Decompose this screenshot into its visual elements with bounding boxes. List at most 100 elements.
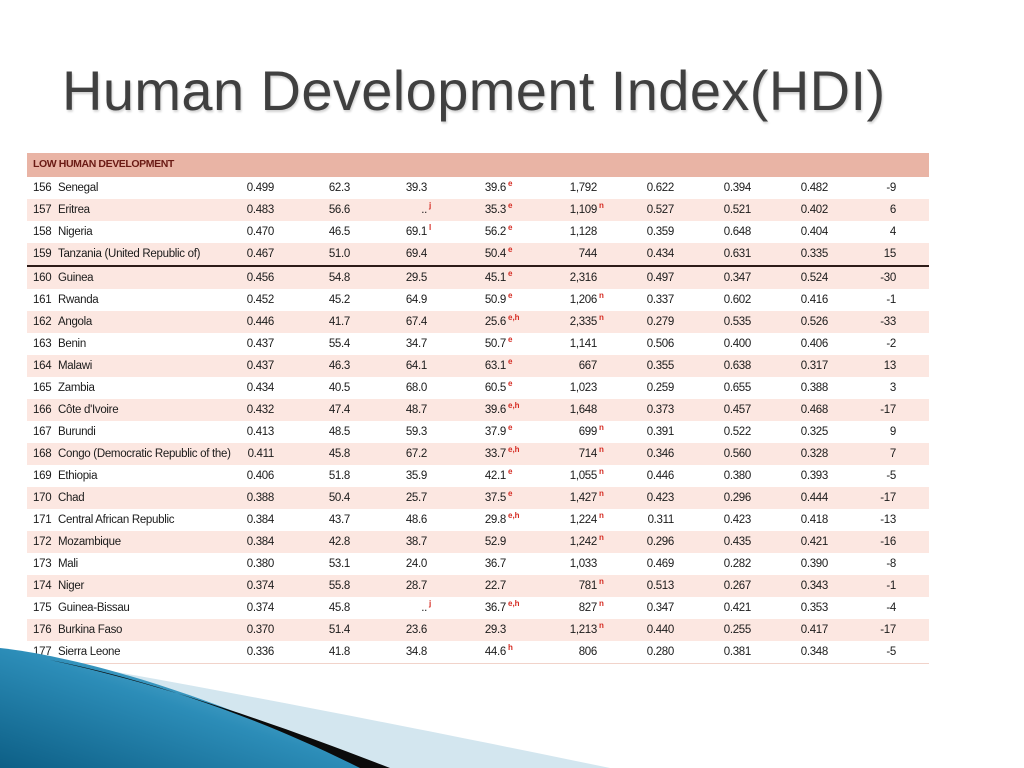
hdi-value-cell: 0.374 (247, 575, 275, 597)
gdp-per-capita-cell: 2,316 (570, 267, 598, 289)
life-expectancy-index-cell: 0.373 (647, 399, 675, 421)
life-expectancy-cell: 41.7 (329, 311, 350, 333)
cell-value: 56.2 (484, 226, 506, 238)
cell-value: 45.8 (328, 448, 350, 460)
gross-enrolment-cell: 56.2 e (484, 221, 513, 243)
country-cell: Sierra Leone (58, 646, 121, 658)
cell-value: -5 (886, 470, 896, 482)
country-cell: Congo (Democratic Republic of the) (58, 448, 231, 460)
cell-value: 0.325 (800, 426, 829, 438)
footnote-marker: n (599, 577, 604, 586)
cell-value: 714 (578, 448, 598, 460)
gdp-per-capita-cell: 1,213 n (570, 619, 604, 641)
adult-literacy-cell: 67.2 (406, 443, 427, 465)
cell-value: 50.7 (484, 338, 506, 350)
gdp-index-cell: 0.417 (801, 619, 829, 641)
table-row: 170 Chad 0.388 50.4 25.7 37.5 e 1,427 n 0.423 0.29… (27, 487, 929, 509)
rank-difference-cell: -9 (886, 177, 896, 199)
cell-value: 0.524 (800, 272, 829, 284)
cell-value: -1 (886, 580, 896, 592)
adult-literacy-cell: .. j (421, 597, 431, 619)
cell-value: 46.5 (328, 226, 350, 238)
cell-value: 0.388 (800, 382, 829, 394)
gdp-index-cell: 0.444 (801, 487, 829, 509)
table-row: 167 Burundi 0.413 48.5 59.3 37.9 e 699 n 0.391 0.5… (27, 421, 929, 443)
cell-value: 0.400 (723, 338, 752, 350)
cell-value: 53.1 (328, 558, 350, 570)
cell-value: 1,055 (569, 470, 598, 482)
adult-literacy-cell: 23.6 (406, 619, 427, 641)
gdp-per-capita-cell: 1,792 (570, 177, 598, 199)
life-expectancy-cell: 54.8 (329, 267, 350, 289)
gdp-index-cell: 0.406 (801, 333, 829, 355)
cell-value: 0.343 (800, 580, 829, 592)
cell-value: 0.384 (246, 536, 275, 548)
cell-value: 42.1 (484, 470, 506, 482)
cell-value: 0.506 (646, 338, 675, 350)
gross-enrolment-cell: 39.6 e,h (484, 399, 520, 421)
cell-value: 48.5 (328, 426, 350, 438)
gdp-per-capita-cell: 667 (579, 355, 598, 377)
cell-value: 0.282 (723, 558, 752, 570)
gdp-per-capita-cell: 714 n (578, 443, 604, 465)
life-expectancy-index-cell: 0.311 (648, 509, 675, 531)
gross-enrolment-cell: 42.1 e (484, 465, 513, 487)
table-row: 176 Burkina Faso 0.370 51.4 23.6 29.3 1,213 n 0.… (27, 619, 929, 641)
life-expectancy-cell: 40.5 (329, 377, 350, 399)
life-expectancy-index-cell: 0.259 (647, 377, 675, 399)
swoosh-blue-band (0, 648, 362, 768)
education-index-cell: 0.421 (724, 597, 752, 619)
footnote-marker: e (508, 335, 513, 344)
footnote-marker: j (429, 599, 432, 608)
gdp-index-cell: 0.482 (801, 177, 829, 199)
cell-value: 0.394 (723, 182, 752, 194)
gdp-index-cell: 0.390 (801, 553, 829, 575)
hdi-value-cell: 0.446 (247, 311, 275, 333)
life-expectancy-index-cell: 0.391 (647, 421, 675, 443)
footnote-marker: n (599, 489, 604, 498)
cell-value: 39.6 (484, 404, 506, 416)
country-cell: Mali (58, 558, 78, 570)
rank-difference-cell: -17 (880, 399, 896, 421)
life-expectancy-index-cell: 0.469 (647, 553, 675, 575)
cell-value: 47.4 (328, 404, 350, 416)
adult-literacy-cell: 35.9 (406, 465, 427, 487)
cell-value: 55.4 (328, 338, 350, 350)
adult-literacy-cell: 69.4 (406, 243, 427, 265)
gdp-index-cell: 0.388 (800, 377, 829, 399)
cell-value: 0.416 (800, 294, 829, 306)
cell-value: 0.402 (800, 204, 829, 216)
cell-value: 0.353 (800, 602, 829, 614)
cell-value: 37.9 (484, 426, 506, 438)
gdp-per-capita-cell: 1,055 n (569, 465, 604, 487)
cell-value: 0.280 (646, 646, 675, 658)
cell-value: 0.337 (646, 294, 675, 306)
cell-value: 1,242 (569, 536, 598, 548)
gdp-per-capita-cell: 1,109 n (570, 199, 604, 221)
cell-value: 0.452 (246, 294, 275, 306)
education-index-cell: 0.655 (724, 377, 752, 399)
gdp-index-cell: 0.353 (800, 597, 829, 619)
life-expectancy-cell: 41.8 (329, 641, 350, 663)
country-cell: Benin (58, 338, 86, 350)
footnote-marker: n (599, 445, 604, 454)
gdp-per-capita-cell: 1,206 n (570, 289, 604, 311)
table-row: 169 Ethiopia 0.406 51.8 35.9 42.1 e 1,055 n 0.446… (27, 465, 929, 487)
cell-value: 0.522 (723, 426, 752, 438)
rank-cell: 170 (33, 492, 52, 504)
table-row: 174 Niger 0.374 55.8 28.7 22.7 781 n 0.513 0.267 0… (27, 575, 929, 597)
cell-value: 48.7 (405, 404, 427, 416)
gdp-per-capita-cell: 1,242 n (569, 531, 604, 553)
cell-value: 24.0 (405, 558, 427, 570)
hdi-value-cell: 0.413 (247, 421, 275, 443)
gdp-per-capita-cell: 699 n (579, 421, 604, 443)
education-index-cell: 0.602 (724, 289, 752, 311)
education-index-cell: 0.535 (724, 311, 752, 333)
cell-value: 25.7 (405, 492, 427, 504)
cell-value: -5 (886, 646, 896, 658)
gdp-per-capita-cell: 1,033 (569, 553, 598, 575)
life-expectancy-index-cell: 0.622 (647, 177, 675, 199)
life-expectancy-index-cell: 0.346 (647, 443, 675, 465)
cell-value: 1,033 (569, 558, 598, 570)
cell-value: 1,023 (569, 382, 598, 394)
